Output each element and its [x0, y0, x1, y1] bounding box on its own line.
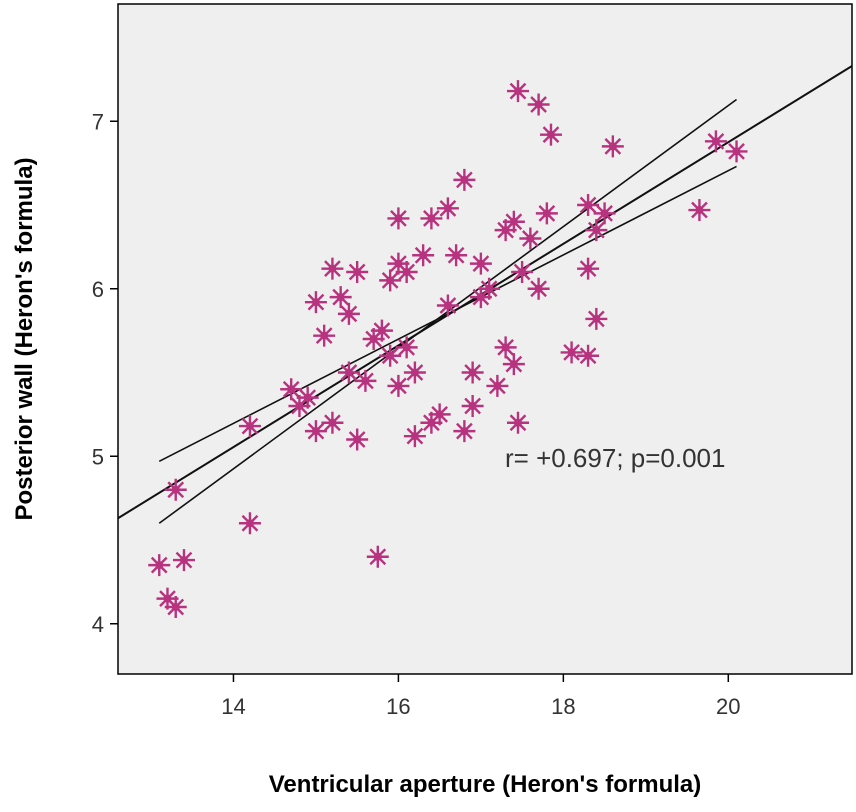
data-point [164, 478, 187, 501]
data-point [704, 130, 727, 153]
y-tick-label: 6 [92, 277, 104, 302]
y-axis-label: Posterior wall (Heron's formula) [11, 157, 38, 520]
data-point [412, 244, 435, 267]
correlation-annotation: r= +0.697; p=0.001 [505, 443, 725, 473]
data-point [502, 210, 525, 233]
data-point [725, 140, 748, 163]
data-point [601, 135, 624, 158]
data-point [379, 344, 402, 367]
data-point [527, 93, 550, 116]
axes: 14 16 18 20 4 5 6 7 [92, 109, 741, 719]
data-point [577, 257, 600, 280]
data-point [445, 244, 468, 267]
data-points [148, 80, 748, 618]
data-point [238, 415, 261, 438]
data-point [321, 411, 344, 434]
data-point [539, 123, 562, 146]
data-point [238, 512, 261, 535]
data-point [329, 286, 352, 309]
data-point [560, 341, 583, 364]
data-point [577, 194, 600, 216]
x-tick-label: 18 [551, 694, 575, 719]
data-point [395, 336, 418, 359]
data-point [296, 386, 319, 409]
data-point [461, 395, 484, 417]
data-point [527, 277, 550, 300]
data-point [321, 257, 344, 280]
data-point [148, 554, 171, 577]
data-point [379, 269, 402, 292]
data-point [535, 202, 558, 225]
data-point [453, 168, 476, 191]
x-tick-label: 16 [386, 694, 410, 719]
data-point [337, 361, 360, 384]
data-point [511, 261, 534, 283]
data-point [494, 336, 517, 359]
data-point [354, 369, 377, 392]
y-tick-label: 7 [92, 109, 104, 134]
data-point [688, 199, 711, 222]
data-point [577, 344, 600, 367]
data-point [428, 403, 451, 426]
data-point [486, 374, 509, 397]
y-tick-label: 5 [92, 444, 104, 469]
data-point [366, 545, 389, 568]
data-point [506, 80, 529, 103]
data-point [453, 420, 476, 443]
x-tick-label: 14 [221, 694, 245, 719]
data-point [585, 307, 608, 330]
data-point [395, 261, 418, 283]
data-point [304, 291, 327, 314]
data-point [403, 425, 426, 448]
data-point [420, 207, 443, 230]
data-point [502, 353, 525, 376]
data-point [387, 207, 410, 230]
data-point [304, 420, 327, 443]
data-point [156, 587, 179, 610]
data-point [313, 324, 336, 347]
data-point [346, 428, 369, 451]
data-point [593, 202, 616, 225]
data-point [436, 294, 459, 317]
data-point [519, 227, 542, 250]
y-tick-label: 4 [92, 612, 104, 637]
data-point [346, 261, 369, 283]
data-point [164, 596, 187, 618]
data-point [403, 361, 426, 384]
data-point [370, 319, 393, 342]
data-point [469, 252, 492, 275]
x-tick-label: 20 [716, 694, 740, 719]
data-point [506, 411, 529, 434]
data-point [337, 302, 360, 325]
x-axis-label: Ventricular aperture (Heron's formula) [269, 771, 701, 798]
data-point [585, 219, 608, 242]
data-point [387, 374, 410, 397]
data-point [478, 277, 501, 300]
data-point [461, 361, 484, 384]
data-point [172, 549, 195, 572]
data-point [280, 378, 303, 401]
data-point [436, 197, 459, 220]
plot-area [117, 3, 853, 675]
